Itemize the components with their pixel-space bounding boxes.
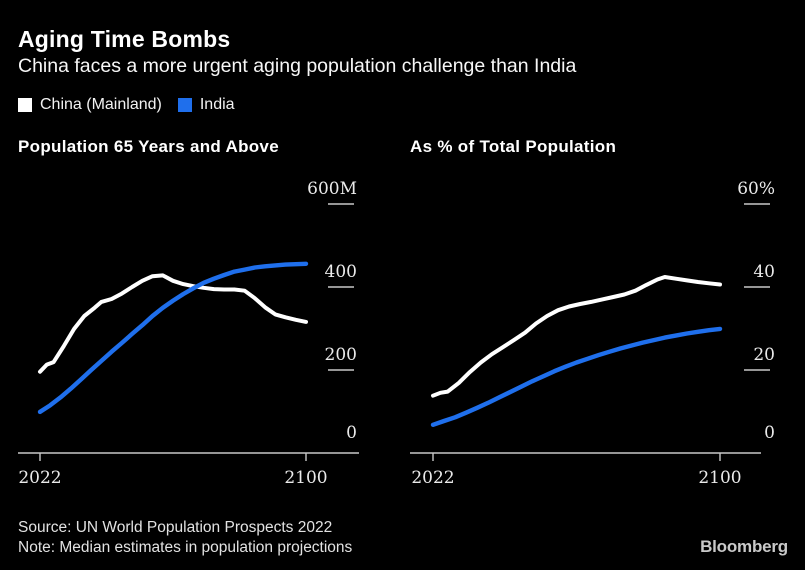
y-axis-label: 60% xyxy=(737,179,775,199)
legend-item-china: China (Mainland) xyxy=(18,96,162,114)
y-axis-label: 40 xyxy=(753,262,775,282)
bloomberg-logo: Bloomberg xyxy=(700,537,788,556)
india-line xyxy=(37,261,309,415)
right-chart-title: As % of Total Population xyxy=(410,137,617,156)
x-axis-label: 2100 xyxy=(284,468,327,488)
y-axis-label: 0 xyxy=(764,423,775,443)
source-text: Source: UN World Population Prospects 20… xyxy=(18,519,333,536)
page-subtitle: China faces a more urgent aging populati… xyxy=(18,55,577,77)
china-line xyxy=(38,273,308,374)
y-axis-label: 200 xyxy=(325,345,357,365)
china-legend-label: China (Mainland) xyxy=(40,96,162,113)
india-line xyxy=(430,326,723,428)
india-legend-swatch xyxy=(177,98,192,112)
y-axis-label: 600M xyxy=(307,179,357,199)
y-axis-label: 0 xyxy=(346,423,357,443)
y-axis-label: 20 xyxy=(753,345,775,365)
legend-item-india: India xyxy=(177,96,235,114)
china-line xyxy=(431,275,722,398)
x-axis-label: 2022 xyxy=(411,468,454,488)
percent-of-population-chart: 60% 40 20 0 2022 2100 xyxy=(410,179,775,488)
page-title: Aging Time Bombs xyxy=(18,26,231,52)
x-axis-label: 2100 xyxy=(698,468,741,488)
y-axis-label: 400 xyxy=(325,262,357,282)
china-legend-swatch xyxy=(18,98,32,112)
x-axis-label: 2022 xyxy=(18,468,61,488)
india-legend-label: India xyxy=(199,96,235,113)
population-65-chart: 600M 400 200 0 2022 2100 xyxy=(18,179,359,488)
note-text: Note: Median estimates in population pro… xyxy=(18,539,353,556)
legend: China (Mainland) India xyxy=(18,96,235,114)
left-chart-title: Population 65 Years and Above xyxy=(18,137,279,156)
